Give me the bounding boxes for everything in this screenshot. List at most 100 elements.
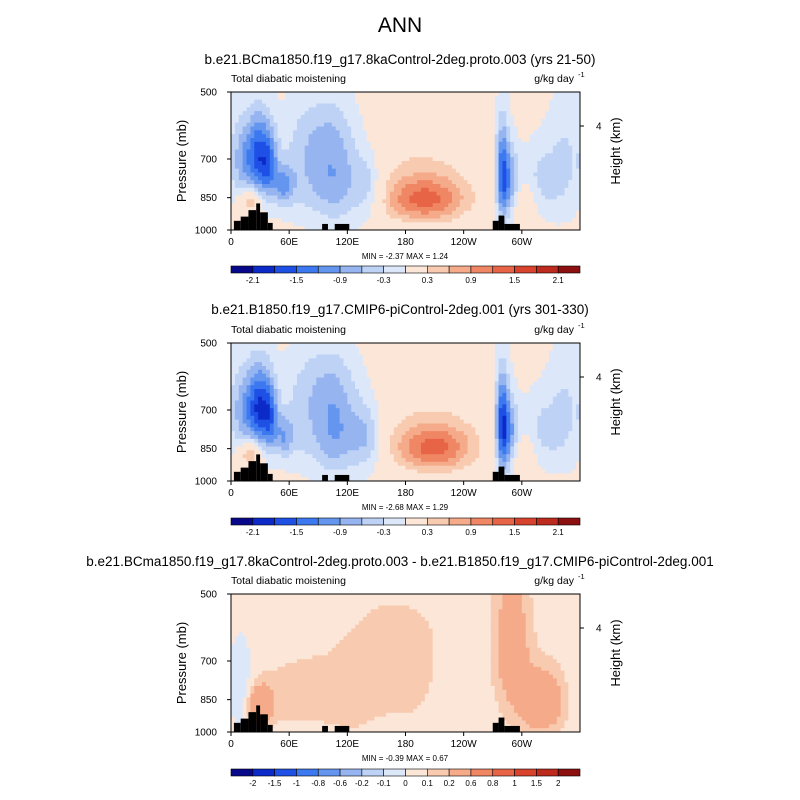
heatmap-cell — [452, 172, 457, 177]
heatmap-cell — [568, 115, 573, 120]
heatmap-cell — [386, 396, 391, 401]
heatmap-cell — [568, 408, 573, 413]
heatmap-cell — [525, 207, 530, 212]
heatmap-cell — [409, 400, 414, 405]
heatmap-cell — [424, 369, 430, 375]
heatmap-cell — [455, 381, 461, 386]
heatmap-cell — [421, 385, 426, 390]
heatmap-cell — [564, 203, 569, 208]
heatmap-cell — [281, 400, 286, 405]
heatmap-cell — [502, 118, 507, 124]
heatmap-cell — [231, 99, 236, 104]
heatmap-cell — [564, 187, 569, 193]
heatmap-cell — [242, 172, 247, 177]
heatmap-cell — [448, 210, 453, 216]
heatmap-cell — [231, 115, 236, 120]
heatmap-cell — [386, 222, 391, 227]
heatmap-cell — [351, 408, 356, 413]
heatmap-cell — [494, 92, 499, 97]
heatmap-cell — [413, 118, 418, 124]
heatmap-cell — [401, 366, 406, 371]
heatmap-cell — [541, 172, 546, 177]
heatmap-cell — [293, 346, 298, 352]
heatmap-cell — [386, 199, 391, 204]
heatmap-cell — [471, 404, 476, 409]
heatmap-cell — [296, 103, 302, 108]
heatmap-cell — [556, 207, 562, 212]
heatmap-cell — [308, 118, 313, 124]
heatmap-cell — [506, 95, 511, 101]
heatmap-cell — [269, 191, 275, 196]
heatmap-cell — [273, 115, 278, 120]
heatmap-cell — [514, 389, 519, 394]
heatmap-cell — [327, 187, 333, 193]
heatmap-cell — [545, 99, 550, 104]
heatmap-cell — [486, 400, 492, 405]
heatmap-cell — [370, 153, 375, 158]
heatmap-cell — [327, 350, 333, 355]
heatmap-cell — [490, 164, 496, 170]
heatmap-cell — [331, 99, 337, 104]
heatmap-cell — [281, 122, 286, 127]
heatmap-cell — [351, 99, 356, 104]
heatmap-cell — [273, 130, 278, 135]
heatmap-cell — [308, 354, 313, 359]
heatmap-cell — [312, 149, 317, 154]
heatmap-cell — [545, 141, 550, 147]
heatmap-cell — [471, 145, 476, 150]
heatmap-cell — [285, 346, 290, 352]
heatmap-cell — [576, 222, 581, 227]
heatmap-cell — [432, 153, 437, 158]
heatmap-cell — [246, 149, 251, 154]
heatmap-cell — [568, 346, 573, 352]
heatmap-cell — [548, 207, 554, 212]
heatmap-cell — [467, 149, 472, 154]
heatmap-cell — [265, 130, 271, 135]
heatmap-cell — [316, 134, 321, 139]
heatmap-cell — [386, 141, 391, 147]
heatmap-cell — [386, 369, 391, 375]
heatmap-cell — [393, 358, 399, 363]
heatmap-cell — [514, 107, 519, 112]
heatmap-cell — [331, 153, 337, 158]
heatmap-cell — [440, 191, 445, 196]
heatmap-cell — [250, 199, 255, 204]
heatmap-cell — [370, 118, 375, 124]
heatmap-cell — [517, 207, 523, 212]
heatmap-cell — [483, 226, 488, 231]
heatmap-cell — [572, 354, 577, 359]
heatmap-cell — [486, 385, 492, 390]
heatmap-cell — [444, 184, 449, 189]
heatmap-cell — [293, 161, 298, 166]
heatmap-cell — [265, 369, 271, 375]
heatmap-cell — [421, 99, 426, 104]
heatmap-cell — [455, 180, 461, 185]
heatmap-cell — [444, 164, 449, 170]
heatmap-cell — [358, 373, 364, 378]
heatmap-cell — [490, 396, 496, 401]
heatmap-cell — [324, 396, 329, 401]
heatmap-cell — [339, 350, 344, 355]
heatmap-cell — [393, 396, 399, 401]
heatmap-cell — [281, 191, 286, 196]
heatmap-cell — [498, 99, 503, 104]
heatmap-cell — [514, 199, 519, 204]
heatmap-cell — [576, 107, 581, 112]
heatmap-cell — [502, 157, 507, 162]
heatmap-cell — [479, 207, 484, 212]
heatmap-cell — [366, 350, 371, 355]
heatmap-cell — [289, 392, 294, 398]
heatmap-cell — [242, 354, 247, 359]
heatmap-cell — [537, 130, 542, 135]
heatmap-cell — [262, 176, 267, 181]
heatmap-cell — [393, 412, 399, 417]
heatmap-cell — [293, 343, 298, 348]
heatmap-cell — [494, 350, 499, 355]
heatmap-cell — [424, 412, 430, 417]
heatmap-cell — [537, 168, 542, 173]
heatmap-cell — [471, 369, 476, 375]
heatmap-cell — [576, 203, 581, 208]
heatmap-cell — [455, 199, 461, 204]
heatmap-cell — [436, 396, 441, 401]
heatmap-cell — [556, 130, 562, 135]
